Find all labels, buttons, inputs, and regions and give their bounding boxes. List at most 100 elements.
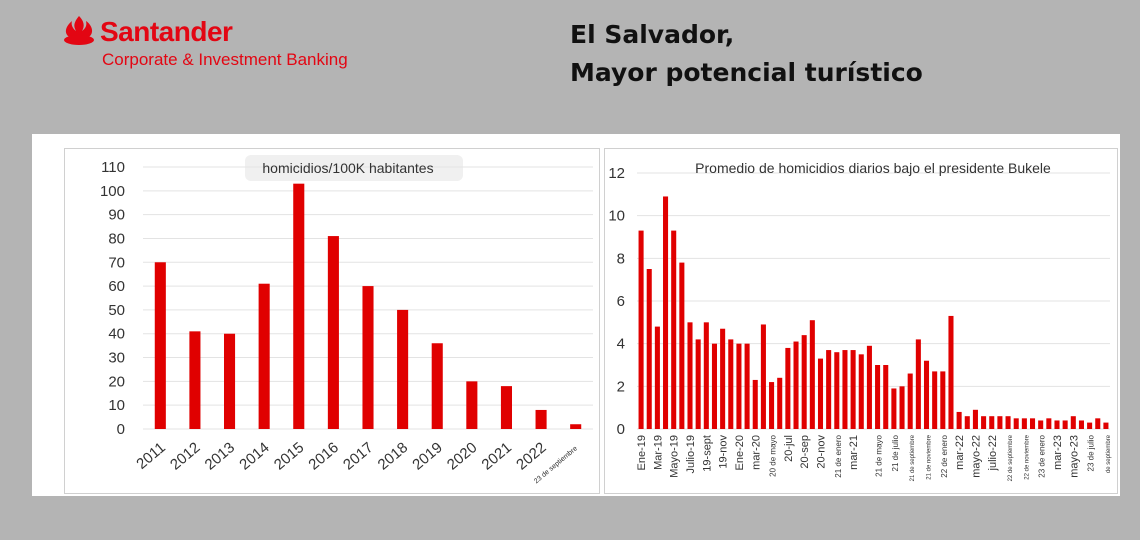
daily-homicides-chart-svg: 0 2 4 6 8 10 12 Promedio de homicidios diarios … <box>608 160 1112 481</box>
bar <box>769 382 775 429</box>
bar <box>891 388 897 429</box>
bar <box>915 339 921 429</box>
bar <box>850 350 856 429</box>
bar <box>923 360 930 429</box>
bar <box>907 373 913 429</box>
x-tick-label: 21 de julio <box>891 434 900 471</box>
title-line-1: El Salvador, <box>570 20 735 49</box>
bar <box>1087 422 1093 429</box>
x-tick-label: mayo-22 <box>970 435 982 478</box>
bar <box>752 379 758 429</box>
x-tick-label: 2021 <box>479 439 515 473</box>
y-tick-label: 4 <box>617 336 625 353</box>
page-title: El Salvador, Mayor potencial turístico <box>570 16 923 92</box>
bar <box>663 196 669 429</box>
bar <box>695 339 701 429</box>
bar <box>654 326 660 429</box>
bar <box>956 411 962 429</box>
bar <box>777 377 783 429</box>
x-tick-label: 2018 <box>375 439 411 473</box>
bar <box>736 343 742 429</box>
chart-title-background <box>245 155 463 181</box>
x-tick-label: 2014 <box>236 439 272 473</box>
x-tick-label: Mayo-19 <box>669 435 681 478</box>
x-tick-label: 2013 <box>202 439 238 473</box>
y-tick-label: 100 <box>100 183 125 200</box>
chart-title: Promedio de homicidios diarios bajo el p… <box>695 160 1051 176</box>
x-tick-label: 19-sept <box>701 435 713 472</box>
x-tick-label: mar-21 <box>848 435 860 470</box>
bar <box>826 350 832 429</box>
y-tick-label: 8 <box>617 250 625 267</box>
bar <box>1013 418 1019 429</box>
bar <box>801 335 807 429</box>
bar <box>154 262 166 429</box>
homicide-rate-chart-svg: 0 10 20 30 40 50 60 70 80 90 100 110 homicidios/100K… <box>100 155 593 485</box>
x-tick-label: julio-22 <box>987 435 999 471</box>
bar <box>224 333 236 429</box>
bar <box>1005 416 1011 429</box>
bar <box>1095 418 1101 429</box>
y-tick-label: 12 <box>608 165 625 182</box>
bar <box>760 324 766 429</box>
bar <box>948 315 954 429</box>
santander-logo: Santander Corporate & Investment Banking <box>62 14 402 74</box>
y-tick-label: 0 <box>117 421 125 438</box>
bar <box>866 345 872 429</box>
y-tick-label: 70 <box>108 254 125 271</box>
bar <box>397 309 409 429</box>
bar <box>1029 418 1036 429</box>
x-tick-label: 20-sep <box>799 435 811 469</box>
x-tick-label: 21 de noviembre <box>927 434 933 479</box>
bar <box>989 416 995 429</box>
daily-homicides-chart: 0 2 4 6 8 10 12 Promedio de homicidios diarios … <box>604 148 1118 494</box>
y-tick-label: 40 <box>108 326 125 343</box>
x-tick-label: 20-jul <box>783 435 795 462</box>
bar <box>883 365 889 429</box>
y-tick-label: 10 <box>108 397 125 414</box>
bar <box>932 371 938 429</box>
x-tick-label: 23 de enero <box>1038 434 1047 477</box>
x-tick-label: de septiembre <box>1106 434 1112 473</box>
x-tick-label: 2019 <box>409 439 445 473</box>
y-tick-label: 110 <box>101 159 125 176</box>
bar <box>1103 422 1109 429</box>
chart-title: homicidios/100K habitantes <box>262 160 433 176</box>
bar <box>671 230 677 429</box>
bar <box>679 262 685 429</box>
bar <box>293 183 305 429</box>
bar <box>1038 420 1044 429</box>
x-tick-label: 19-nov <box>718 435 730 469</box>
x-tick-label: 22 de enero <box>940 434 949 477</box>
x-tick-label: 20-nov <box>815 435 827 469</box>
x-tick-label: 21 de mayo <box>875 434 884 476</box>
bar <box>711 343 718 429</box>
bar <box>875 365 881 429</box>
bar <box>703 322 709 429</box>
y-tick-label: 60 <box>108 278 125 295</box>
bar <box>728 339 734 429</box>
x-tick-label: Mar-19 <box>652 435 664 470</box>
y-tick-label: 6 <box>617 293 625 310</box>
title-line-2: Mayor potencial turístico <box>570 58 923 87</box>
bar <box>842 350 848 429</box>
x-tick-label: 2020 <box>444 439 480 473</box>
y-tick-label: 0 <box>617 421 625 438</box>
flame-icon <box>64 16 94 45</box>
bar <box>431 343 443 429</box>
bar <box>940 371 946 429</box>
y-tick-label: 90 <box>108 207 125 224</box>
y-tick-label: 20 <box>108 373 125 390</box>
y-tick-label: 30 <box>108 350 125 367</box>
bar <box>809 320 815 429</box>
x-tick-label: 2012 <box>167 439 203 473</box>
x-tick-label: 22 de noviembre <box>1024 434 1030 479</box>
bar <box>500 386 512 429</box>
bar <box>858 354 864 429</box>
bar <box>189 331 201 429</box>
homicide-rate-chart: 0 10 20 30 40 50 60 70 80 90 100 110 homicidios/100K… <box>64 148 600 494</box>
bar <box>638 230 644 429</box>
y-tick-label: 10 <box>608 208 625 225</box>
y-tick-label: 80 <box>108 230 125 247</box>
bar <box>1070 416 1076 429</box>
